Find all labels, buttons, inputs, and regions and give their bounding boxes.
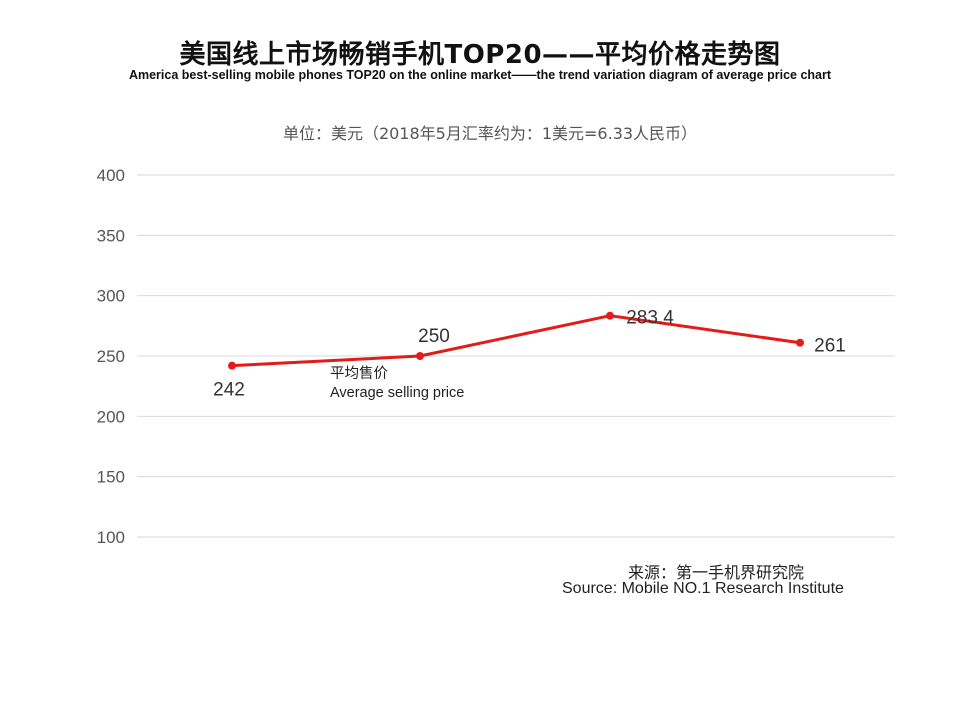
data-point xyxy=(796,338,804,347)
data-point xyxy=(228,361,236,370)
source-english: Source: Mobile NO.1 Research Institute xyxy=(562,580,844,597)
y-tick-label: 100 xyxy=(97,528,125,547)
y-tick-label: 300 xyxy=(97,287,125,306)
data-point xyxy=(606,311,614,320)
gridlines xyxy=(137,174,895,538)
series-line xyxy=(231,314,801,368)
y-tick-label: 150 xyxy=(97,468,125,487)
data-label: 250 xyxy=(418,326,450,347)
data-label: 242 xyxy=(213,380,245,401)
data-label: 261 xyxy=(814,336,846,357)
y-tick-label: 250 xyxy=(97,347,125,366)
unit-note: 单位：美元（2018年5月汇率约为：1美元=6.33人民币） xyxy=(282,124,698,143)
y-tick-label: 200 xyxy=(97,407,125,426)
data-point xyxy=(416,352,424,360)
y-axis-tick-labels: 100 150 200 250 300 350 400 xyxy=(97,166,125,547)
chart-subtitle-english: America best-selling mobile phones TOP20… xyxy=(128,68,832,82)
y-tick-label: 400 xyxy=(97,166,125,185)
source-chinese: 来源：第一手机界研究院 xyxy=(628,563,805,582)
series-name-cn: 平均售价 xyxy=(330,365,388,382)
y-tick-label: 350 xyxy=(97,226,125,245)
data-labels: 242 250 283.4 261 平均售价 Average selling price xyxy=(213,308,846,401)
series-name-en: Average selling price xyxy=(330,385,464,401)
chart-title: 美国线上市场畅销手机TOP20——平均价格走势图 xyxy=(179,40,781,70)
series-layer xyxy=(228,311,804,370)
data-label: 283.4 xyxy=(626,308,674,329)
